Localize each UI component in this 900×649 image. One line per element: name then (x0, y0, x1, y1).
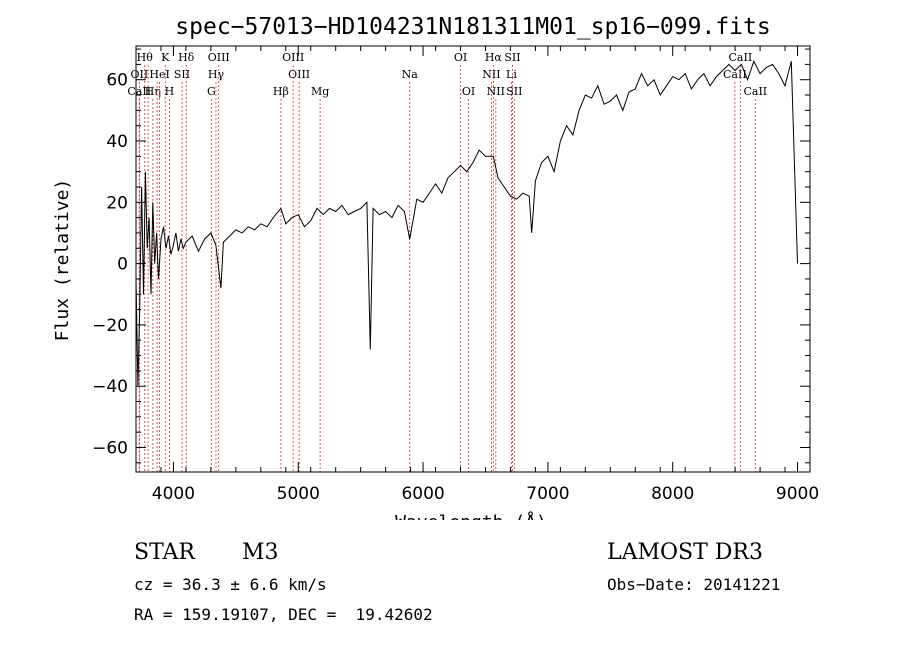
x-tick-label-4: 8000 (651, 484, 694, 504)
marker-label-20: OI (462, 85, 475, 98)
object-class: STAR (134, 540, 195, 565)
y-tick-label-5: 40 (106, 132, 128, 152)
y-tick-label-1: −40 (92, 377, 128, 397)
marker-label-9: SII (174, 68, 190, 81)
marker-label-7: K (161, 51, 170, 64)
marker-label-22: Hα (485, 51, 503, 64)
marker-label-11: G (207, 85, 216, 98)
chart-title: spec−57013−HD104231N181311M01_sp16−099.f… (175, 14, 770, 40)
y-tick-label-3: 0 (117, 255, 128, 275)
x-tick-label-0: 4000 (152, 484, 195, 504)
x-axis-label: Wavelength (Å) (395, 511, 547, 520)
x-tick-label-1: 5000 (277, 484, 320, 504)
marker-label-15: OIII (282, 51, 304, 64)
marker-label-28: CaII (729, 51, 753, 64)
object-subclass: M3 (242, 540, 279, 565)
marker-label-1: OII (131, 68, 149, 81)
x-tick-label-5: 9000 (776, 484, 819, 504)
marker-label-19: OI (454, 51, 467, 64)
redshift-text: cz = 36.3 ± 6.6 km/s (134, 575, 327, 594)
marker-label-14: Hβ (273, 85, 289, 98)
marker-label-29: CaII (743, 85, 767, 98)
y-tick-label-6: 60 (106, 71, 128, 91)
y-tick-label-0: −60 (92, 438, 128, 458)
coordinates-text: RA = 159.19107, DEC = 19.42602 (134, 605, 433, 624)
plot-frame (135, 45, 811, 473)
marker-label-16: OIII (288, 68, 310, 81)
x-tick-label-2: 6000 (401, 484, 444, 504)
marker-label-2: CaII (127, 85, 151, 98)
marker-label-18: Na (402, 68, 419, 81)
marker-label-12: Hγ (208, 68, 225, 81)
marker-label-0: Hθ (137, 51, 154, 64)
marker-label-27: CaII (723, 68, 747, 81)
axis-ticks: 4000 5000 6000 7000 8000 9000 −60 −40 −20 0 20 40 60 (92, 46, 819, 504)
marker-label-17: Mg (311, 85, 329, 98)
y-axis-label: Flux (relative) (52, 179, 73, 342)
survey-name: LAMOST DR3 (607, 540, 763, 565)
marker-label-25: SII (504, 51, 520, 64)
spectrum-line (135, 60, 798, 387)
spectrum-plot: spec−57013−HD104231N181311M01_sp16−099.f… (52, 14, 819, 520)
x-tick-label-3: 7000 (526, 484, 569, 504)
marker-label-6: HeI (149, 68, 169, 81)
marker-label-24: Li (506, 68, 517, 81)
y-tick-label-2: −20 (92, 316, 128, 336)
marker-label-4: Hη (145, 85, 161, 98)
marker-label-8: H (165, 85, 175, 98)
marker-label-26: SII (506, 85, 522, 98)
marker-label-13: OIII (208, 51, 230, 64)
y-tick-label-4: 20 (106, 193, 128, 213)
obs-date-text: Obs−Date: 20141221 (607, 575, 781, 594)
marker-label-23: NII (487, 85, 505, 98)
marker-label-10: Hδ (178, 51, 195, 64)
line-markers: HθOIICaIIHηHeIKHSIIHδGHγOIIIHβOIIIOIIIMg… (127, 51, 767, 472)
marker-label-21: NII (482, 68, 500, 81)
